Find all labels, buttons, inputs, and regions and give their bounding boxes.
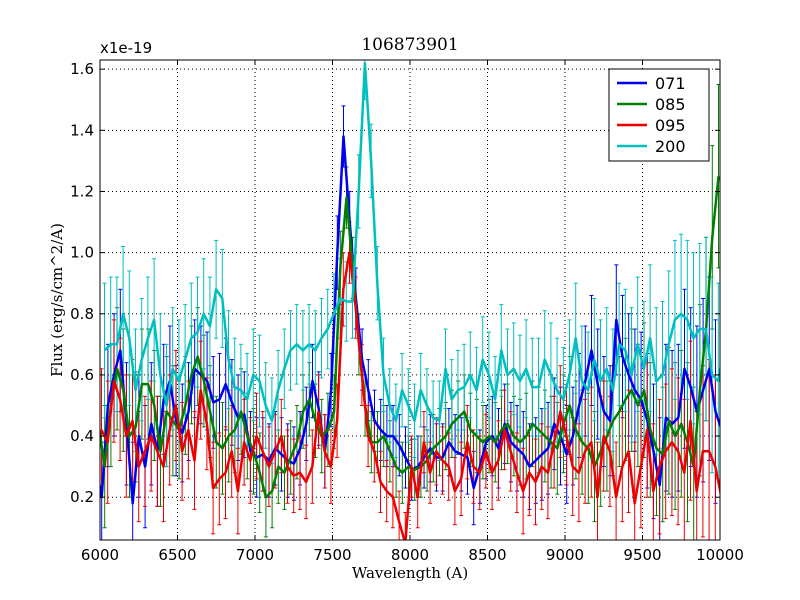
y-tick-label: 0.2 <box>70 488 94 506</box>
y-tick-label: 0.6 <box>70 366 94 384</box>
legend-label-071: 071 <box>655 74 686 93</box>
y-tick-label: 1.0 <box>70 244 94 262</box>
x-tick-label: 6000 <box>81 546 119 564</box>
x-tick-label: 10000 <box>696 546 744 564</box>
legend-label-200: 200 <box>655 137 686 156</box>
series-line-200 <box>103 61 720 423</box>
x-tick-label: 6500 <box>158 546 196 564</box>
axis-ticks: 6000 6500 7000 7500 8000 8500 9000 9500 10000 0.2… <box>70 60 744 564</box>
x-tick-label: 7000 <box>236 546 274 564</box>
x-tick-label: 8000 <box>391 546 429 564</box>
x-tick-label: 7500 <box>313 546 351 564</box>
chart-title: 106873901 <box>361 35 458 55</box>
y-tick-label: 0.4 <box>70 427 94 445</box>
y-offset-label: x1e-19 <box>100 39 152 57</box>
y-tick-label: 0.8 <box>70 305 94 323</box>
series-line-071 <box>100 135 720 505</box>
y-tick-label: 1.6 <box>70 60 94 78</box>
y-tick-label: 1.2 <box>70 182 94 200</box>
x-axis-label: Wavelength (A) <box>352 564 468 582</box>
x-tick-label: 9500 <box>623 546 661 564</box>
series-lines <box>100 61 720 540</box>
series-line-085 <box>100 176 720 499</box>
x-tick-label: 8500 <box>468 546 506 564</box>
legend-label-095: 095 <box>655 116 686 135</box>
y-axis-label: Flux (erg/s/cm^2/A) <box>48 223 66 377</box>
legend: 071 085 095 200 <box>608 68 710 162</box>
y-tick-label: 1.4 <box>70 121 94 139</box>
legend-label-085: 085 <box>655 95 686 114</box>
x-tick-label: 9000 <box>546 546 584 564</box>
series-line-095 <box>100 251 720 540</box>
